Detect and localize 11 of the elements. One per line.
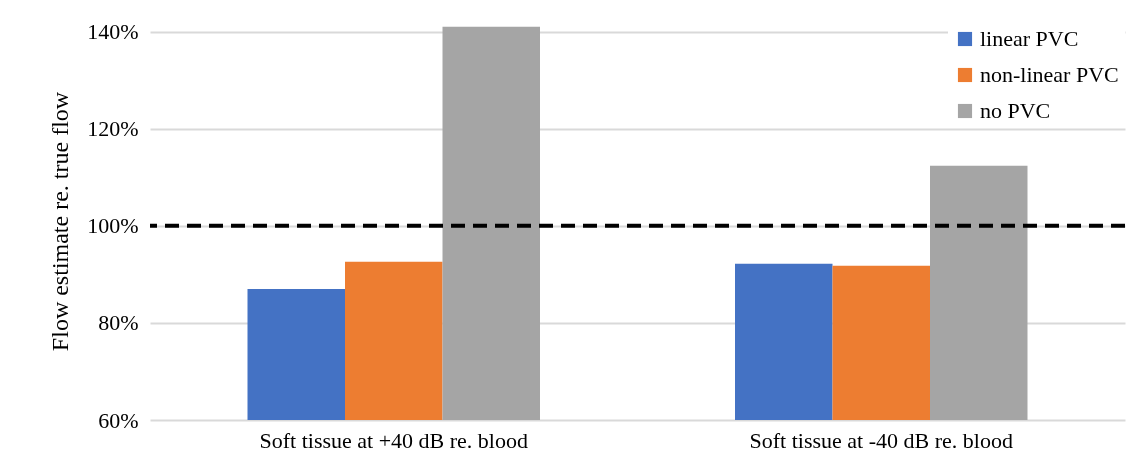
y-axis-title: Flow estimate re. true flow — [47, 91, 74, 352]
y-tick-label: 140% — [87, 19, 139, 45]
legend-label: linear PVC — [980, 26, 1079, 51]
y-tick-label: 100% — [87, 213, 139, 239]
y-tick-label: 60% — [98, 407, 139, 433]
y-tick-label: 80% — [98, 310, 139, 336]
legend-label: non-linear PVC — [980, 62, 1119, 87]
y-tick-label: 120% — [87, 116, 139, 142]
legend-label: no PVC — [980, 98, 1051, 123]
x-tick-label: Soft tissue at +40 dB re. blood — [259, 427, 528, 453]
x-tick-label: Soft tissue at -40 dB re. blood — [749, 427, 1013, 453]
